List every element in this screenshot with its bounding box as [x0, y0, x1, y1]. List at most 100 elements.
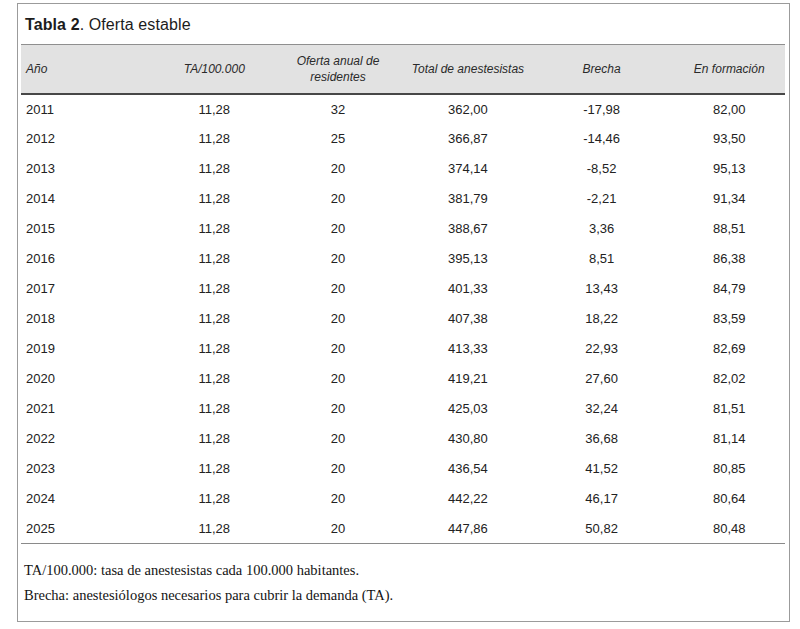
table-cell: 36,68 — [530, 424, 674, 454]
table-cell: 18,22 — [530, 304, 674, 334]
table-cell: 41,52 — [530, 454, 674, 484]
column-header-total: Total de anestesistas — [406, 45, 530, 94]
table-cell: 11,28 — [159, 154, 271, 184]
column-header-ano: Año — [21, 45, 159, 94]
table-row: 202511,2820447,8650,8280,48 — [21, 514, 785, 544]
table-cell: 425,03 — [406, 394, 530, 424]
table-row: 202411,2820442,2246,1780,64 — [21, 484, 785, 514]
table-cell: 20 — [270, 394, 406, 424]
table-cell: 442,22 — [406, 484, 530, 514]
table-cell: 20 — [270, 424, 406, 454]
table-cell: 8,51 — [530, 244, 674, 274]
oferta-estable-table: Año TA/100.000 Oferta anual de residente… — [21, 44, 785, 544]
table-cell: 95,13 — [673, 154, 785, 184]
table-cell: 11,28 — [159, 184, 271, 214]
table-cell: -2,21 — [530, 184, 674, 214]
table-cell: 50,82 — [530, 514, 674, 544]
table-cell: 2015 — [21, 214, 159, 244]
table-cell: 2013 — [21, 154, 159, 184]
table-row: 201611,2820395,138,5186,38 — [21, 244, 785, 274]
table-cell: 11,28 — [159, 124, 271, 154]
table-cell: 430,80 — [406, 424, 530, 454]
table-row: 202211,2820430,8036,6881,14 — [21, 424, 785, 454]
table-cell: 11,28 — [159, 214, 271, 244]
table-cell: 362,00 — [406, 94, 530, 124]
table-row: 201311,2820374,14-8,5295,13 — [21, 154, 785, 184]
table-cell: 381,79 — [406, 184, 530, 214]
table-header: Año TA/100.000 Oferta anual de residente… — [21, 45, 785, 94]
table-cell: 27,60 — [530, 364, 674, 394]
table-row: 201411,2820381,79-2,2191,34 — [21, 184, 785, 214]
table-cell: 20 — [270, 364, 406, 394]
table-cell: 11,28 — [159, 394, 271, 424]
table-cell: 11,28 — [159, 454, 271, 484]
table-cell: 413,33 — [406, 334, 530, 364]
table-cell: 2011 — [21, 94, 159, 124]
table-cell: 407,38 — [406, 304, 530, 334]
table-cell: -14,46 — [530, 124, 674, 154]
column-header-ta: TA/100.000 — [159, 45, 271, 94]
table-cell: 82,00 — [673, 94, 785, 124]
footnote-brecha: Brecha: anestesiólogos necesarios para c… — [24, 583, 789, 608]
table-cell: 2017 — [21, 274, 159, 304]
table-cell: 11,28 — [159, 424, 271, 454]
table-cell: 419,21 — [406, 364, 530, 394]
table-row: 201711,2820401,3313,4384,79 — [21, 274, 785, 304]
table-cell: 80,48 — [673, 514, 785, 544]
table-body: 201111,2832362,00-17,9882,00201211,28253… — [21, 94, 785, 544]
table-cell: 13,43 — [530, 274, 674, 304]
table-title: Tabla 2. Oferta estable — [18, 4, 789, 44]
table-row: 202311,2820436,5441,5280,85 — [21, 454, 785, 484]
table-cell: 2016 — [21, 244, 159, 274]
table-cell: 11,28 — [159, 364, 271, 394]
table-cell: 2023 — [21, 454, 159, 484]
table-cell: 11,28 — [159, 94, 271, 124]
table-row: 201211,2825366,87-14,4693,50 — [21, 124, 785, 154]
table-card: Tabla 2. Oferta estable Año TA/100.000 O… — [17, 3, 790, 622]
table-cell: 366,87 — [406, 124, 530, 154]
table-row: 202111,2820425,0332,2481,51 — [21, 394, 785, 424]
table-cell: 20 — [270, 154, 406, 184]
table-row: 201911,2820413,3322,9382,69 — [21, 334, 785, 364]
table-cell: 88,51 — [673, 214, 785, 244]
table-cell: 80,64 — [673, 484, 785, 514]
table-cell: 84,79 — [673, 274, 785, 304]
table-cell: 395,13 — [406, 244, 530, 274]
table-cell: 401,33 — [406, 274, 530, 304]
table-cell: 32,24 — [530, 394, 674, 424]
table-cell: 82,69 — [673, 334, 785, 364]
table-cell: 46,17 — [530, 484, 674, 514]
table-cell: 20 — [270, 214, 406, 244]
table-cell: 20 — [270, 184, 406, 214]
table-cell: 11,28 — [159, 274, 271, 304]
table-cell: -17,98 — [530, 94, 674, 124]
footnote-ta: TA/100.000: tasa de anestesistas cada 10… — [24, 558, 789, 583]
table-cell: 2020 — [21, 364, 159, 394]
table-cell: 83,59 — [673, 304, 785, 334]
table-cell: 388,67 — [406, 214, 530, 244]
table-cell: 2019 — [21, 334, 159, 364]
table-cell: 86,38 — [673, 244, 785, 274]
table-cell: 11,28 — [159, 514, 271, 544]
table-cell: 20 — [270, 334, 406, 364]
column-header-brecha: Brecha — [530, 45, 674, 94]
table-row: 202011,2820419,2127,6082,02 — [21, 364, 785, 394]
table-cell: -8,52 — [530, 154, 674, 184]
table-row: 201811,2820407,3818,2283,59 — [21, 304, 785, 334]
table-cell: 374,14 — [406, 154, 530, 184]
table-cell: 22,93 — [530, 334, 674, 364]
table-cell: 2018 — [21, 304, 159, 334]
table-cell: 447,86 — [406, 514, 530, 544]
table-cell: 82,02 — [673, 364, 785, 394]
table-cell: 93,50 — [673, 124, 785, 154]
table-cell: 20 — [270, 454, 406, 484]
table-cell: 20 — [270, 274, 406, 304]
table-cell: 81,51 — [673, 394, 785, 424]
column-header-oferta: Oferta anual de residentes — [270, 45, 406, 94]
table-cell: 80,85 — [673, 454, 785, 484]
table-row: 201511,2820388,673,3688,51 — [21, 214, 785, 244]
table-cell: 436,54 — [406, 454, 530, 484]
table-cell: 91,34 — [673, 184, 785, 214]
table-footnotes: TA/100.000: tasa de anestesistas cada 10… — [24, 558, 789, 608]
table-cell: 20 — [270, 514, 406, 544]
